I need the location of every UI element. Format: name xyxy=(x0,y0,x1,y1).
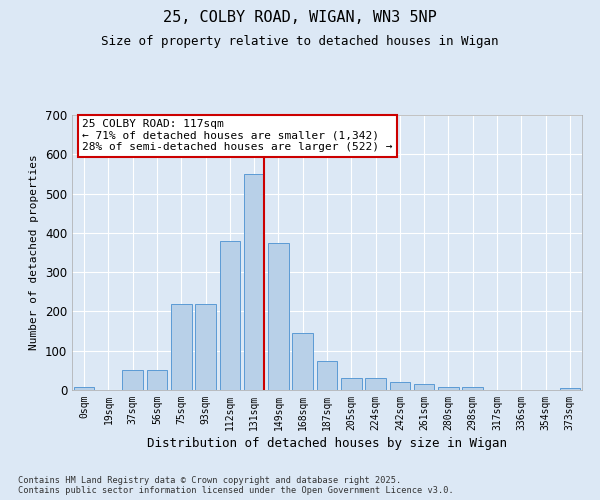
Bar xyxy=(122,370,143,390)
Bar xyxy=(292,333,313,390)
Bar xyxy=(171,304,191,390)
Bar xyxy=(244,174,265,390)
Bar xyxy=(463,387,483,390)
Text: Size of property relative to detached houses in Wigan: Size of property relative to detached ho… xyxy=(101,35,499,48)
Y-axis label: Number of detached properties: Number of detached properties xyxy=(29,154,40,350)
Bar xyxy=(341,378,362,390)
X-axis label: Distribution of detached houses by size in Wigan: Distribution of detached houses by size … xyxy=(147,437,507,450)
Bar xyxy=(438,387,459,390)
Bar xyxy=(414,384,434,390)
Bar xyxy=(365,378,386,390)
Bar xyxy=(195,304,216,390)
Text: 25, COLBY ROAD, WIGAN, WN3 5NP: 25, COLBY ROAD, WIGAN, WN3 5NP xyxy=(163,10,437,25)
Bar xyxy=(220,240,240,390)
Bar xyxy=(317,360,337,390)
Text: Contains HM Land Registry data © Crown copyright and database right 2025.
Contai: Contains HM Land Registry data © Crown c… xyxy=(18,476,454,495)
Bar xyxy=(74,387,94,390)
Bar xyxy=(560,388,580,390)
Bar xyxy=(146,370,167,390)
Bar xyxy=(268,242,289,390)
Bar xyxy=(389,382,410,390)
Text: 25 COLBY ROAD: 117sqm
← 71% of detached houses are smaller (1,342)
28% of semi-d: 25 COLBY ROAD: 117sqm ← 71% of detached … xyxy=(82,119,392,152)
